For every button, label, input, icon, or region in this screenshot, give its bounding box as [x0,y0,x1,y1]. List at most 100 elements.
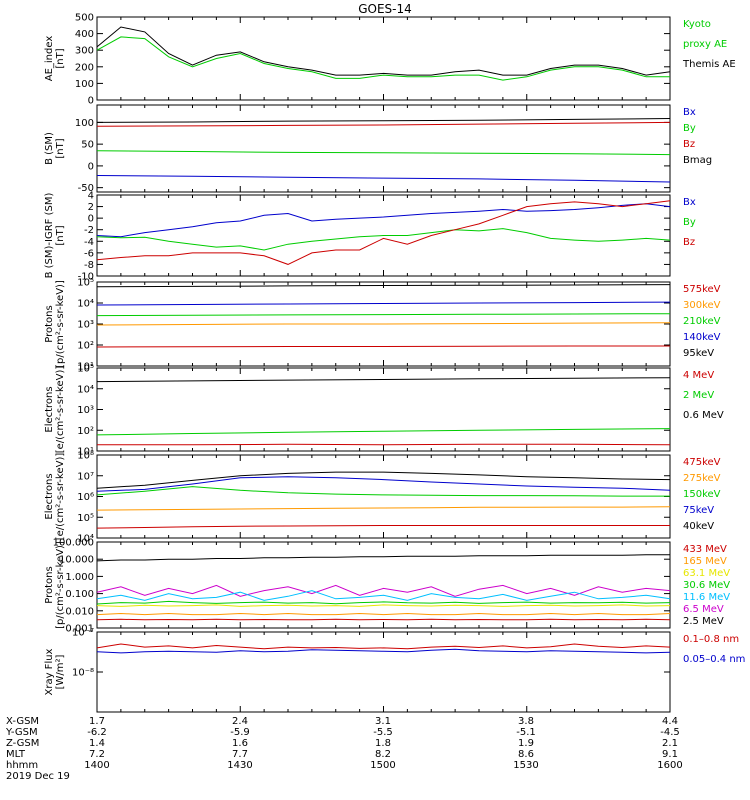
y-tick-label: -6 [84,248,94,259]
legend-entry: 2 MeV [683,390,714,401]
legend-entry: 75keV [683,505,714,516]
series-line [96,554,670,562]
legend-entry: 6.5 MeV [683,604,724,615]
ephemeris-row-label: X-GSM [6,716,39,727]
ephemeris-date: 2019 Dec 19 [6,771,70,782]
legend-entry: 0.05–0.4 nm [683,654,745,665]
series-line [96,175,671,183]
y-axis-label: B (SM) [44,132,55,165]
y-axis-label: [p/(cm²-s-sr-keV)] [55,280,66,368]
y-tick-label: 1.000 [65,572,94,583]
y-tick-label: -8 [84,260,94,271]
legend-entry: 275keV [683,473,721,484]
series-line [96,604,671,607]
series-line [96,313,671,317]
legend-entry: 30.6 MeV [683,580,730,591]
ephemeris-row-label: MLT [6,749,26,760]
series-line [96,618,671,621]
series-line [96,26,671,76]
panel-2: -50 0 50 100 B (SM) [nT] Bx By Bz Bmag [44,104,712,194]
legend-entry: 575keV [683,284,721,295]
y-axis-label: [nT] [55,225,66,245]
legend-entry: 165 MeV [683,556,727,567]
y-tick-label: 500 [75,13,94,24]
y-tick-label: 2 [88,202,94,213]
y-axis-label: Protons [44,566,55,603]
ephemeris-value: 1.4 [89,738,105,749]
y-axis-label: Electrons [44,386,55,432]
y-tick-label: -4 [84,237,94,248]
series-line [96,428,671,436]
panel-6: 10⁴ 10⁵ 10⁶ 10⁷ 10⁸ Electrons [e/(cm²-s-sr-keV… [44,451,721,545]
y-tick-label: 10⁻⁸ [72,668,94,679]
legend-entry: By [683,123,696,134]
y-axis-label: AE_index [44,36,55,82]
panel-frame [96,16,671,101]
y-tick-label: 10⁵ [77,278,94,289]
legend-entry: 2.5 MeV [683,616,724,627]
y-tick-label: 0.001 [65,624,94,635]
series-line [96,377,671,383]
y-tick-label: -10 [78,272,94,283]
ephemeris-value: 1500 [370,760,395,771]
ephemeris-value: 1600 [657,760,682,771]
legend-entry: 475keV [683,457,721,468]
series-line [96,648,671,654]
legend-entry: 433 MeV [683,544,727,555]
panel-4: 10¹ 10² 10³ 10⁴ 10⁵ Protons [p/(cm²-s-sr-keV)]… [44,278,721,373]
panel-7: 0.001 0.010 0.100 1.000 10.000 100.000 Protons… [44,538,730,635]
series-line [96,471,671,489]
ephemeris-value: 7.2 [89,749,105,760]
y-tick-label: 400 [75,29,94,40]
y-tick-label: 10.000 [59,555,94,566]
legend-entry: 210keV [683,316,721,327]
panel-frame [96,104,671,193]
y-tick-label: 10¹ [77,362,94,373]
legend-entry: Kyoto [683,19,711,30]
ephemeris-value: 2.4 [232,716,248,727]
ephemeris-row-label: Y-GSM [5,727,38,738]
ephemeris-value: -5.5 [373,727,393,738]
panel-frame [96,631,671,713]
ephemeris-row-label: hhmm [6,760,38,771]
legend-entry: By [683,217,696,228]
y-tick-label: 200 [75,62,94,73]
ephemeris-value: 8.2 [375,749,391,760]
series-line [96,506,671,511]
panel-8: 10⁻⁸ 10⁻⁷ Xray Flux [W/m²] 0.1–0.8 nm 0.05–0.… [44,628,745,713]
series-line [96,284,671,288]
series-line [96,301,671,306]
y-tick-label: 10² [77,426,94,437]
chart-title: GOES-14 [358,2,412,16]
ephemeris-value: -5.1 [516,727,536,738]
ephemeris-value: 2.1 [662,738,678,749]
y-axis-label: [e/(cm²-s-sr-keV)] [55,366,66,454]
legend-entry: 0.1–0.8 nm [683,634,739,645]
legend-entry: 4 MeV [683,370,714,381]
series-line [96,322,671,326]
panel-frame [96,367,671,452]
series-line [97,443,671,446]
ephemeris-value: 8.6 [518,749,534,760]
series-line [96,121,671,127]
y-tick-label: 50 [81,140,94,151]
series-line [96,600,671,605]
series-line [96,36,670,81]
series-line [96,345,670,348]
y-tick-label: 10⁴ [77,534,94,545]
ephemeris-row-label: Z-GSM [6,738,39,749]
legend-entry: 140keV [683,332,721,343]
legend-entry: Bx [683,197,696,208]
series-line [96,590,671,601]
legend-entry: 95keV [683,348,714,359]
y-tick-label: 10⁴ [77,384,94,395]
ephemeris-value: -5.9 [230,727,250,738]
y-tick-label: 100 [75,118,94,129]
legend-entry: 40keV [683,521,714,532]
series-line [96,525,670,529]
ephemeris-value: 4.4 [662,716,678,727]
y-tick-label: 4 [88,191,94,202]
